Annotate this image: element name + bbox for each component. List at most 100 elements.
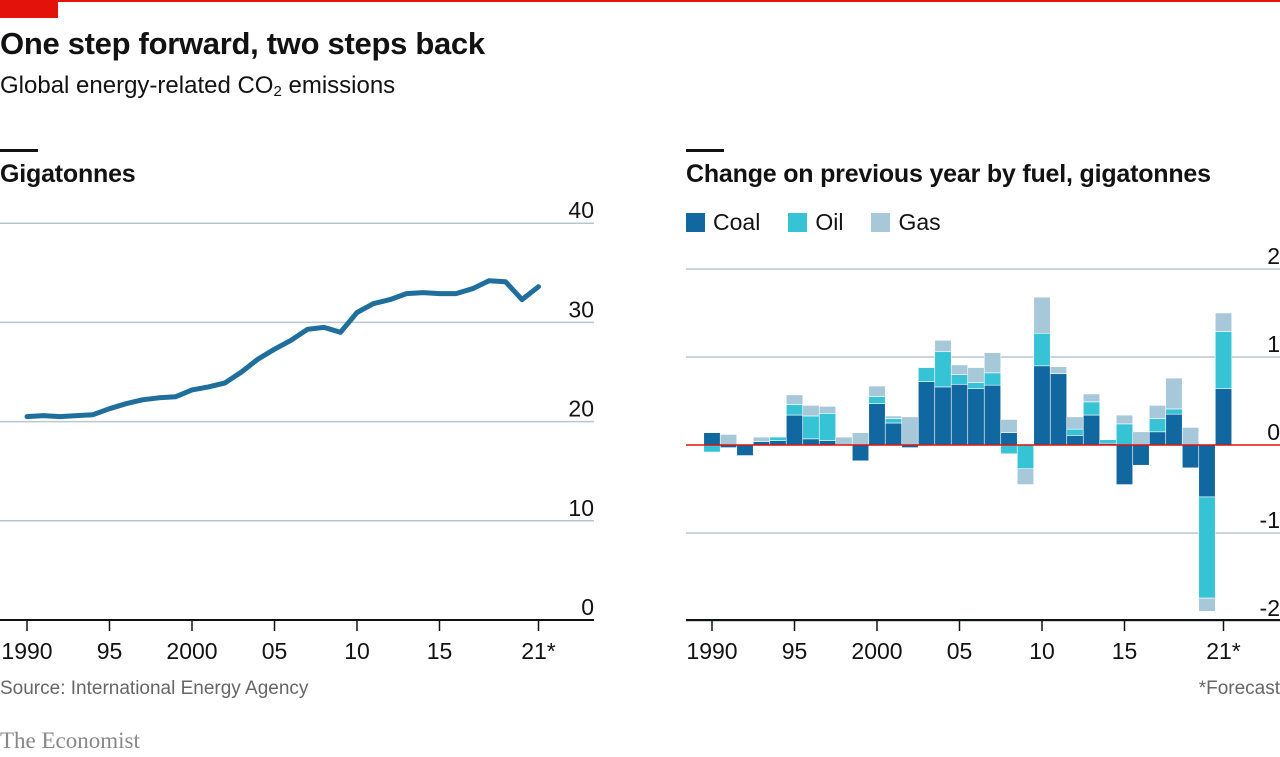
bar-coal xyxy=(1214,388,1233,446)
left-panel-rule xyxy=(0,149,38,152)
bar-coal xyxy=(868,403,886,446)
right-x-tick-label: 15 xyxy=(1112,638,1138,664)
legend-item-oil: Oil xyxy=(788,209,843,236)
bar-oil xyxy=(934,351,952,388)
bar-coal xyxy=(851,444,870,462)
bar-gas xyxy=(1066,416,1084,430)
bar-coal xyxy=(1049,373,1068,446)
subtitle-tail: emissions xyxy=(281,72,396,99)
bar-oil xyxy=(884,418,903,424)
bar-coal xyxy=(1148,431,1167,446)
bar-coal xyxy=(934,386,952,446)
right-x-tick-label: 2000 xyxy=(851,638,902,664)
legend-swatch-oil xyxy=(788,212,808,232)
legend-swatch-gas xyxy=(871,212,891,232)
bar-coal xyxy=(802,438,820,446)
top-rule xyxy=(0,0,1280,2)
bar-coal xyxy=(917,381,936,446)
bar-coal xyxy=(1066,435,1084,446)
bar-oil xyxy=(1165,408,1183,415)
left-panel-title: Gigatonnes xyxy=(0,160,136,188)
right-panel-rule xyxy=(686,149,724,152)
legend-swatch-coal xyxy=(686,212,705,232)
bar-gas xyxy=(983,352,1002,374)
right-x-tick-label: 10 xyxy=(1029,638,1055,664)
left-x-tick-label: 2000 xyxy=(166,638,217,664)
right-y-tick-label: 1 xyxy=(1267,331,1280,357)
right-panel-title: Change on previous year by fuel, gigaton… xyxy=(686,160,1211,188)
bar-oil xyxy=(818,413,837,441)
left-x-tick-label: 95 xyxy=(97,638,123,664)
source-note: Source: International Energy Agency xyxy=(0,678,309,699)
left-y-tick-label: 40 xyxy=(568,197,594,223)
left-y-tick-label: 20 xyxy=(568,396,594,422)
bar-coal xyxy=(785,414,804,446)
bar-oil xyxy=(1016,444,1035,470)
bar-coal xyxy=(950,383,969,446)
bar-oil xyxy=(917,367,936,382)
right-y-tick-label: -2 xyxy=(1260,595,1280,621)
right-x-tick-label: 1990 xyxy=(686,638,737,664)
bar-gas xyxy=(1033,296,1051,334)
bar-oil xyxy=(1198,496,1216,599)
bar-oil xyxy=(967,382,985,389)
left-y-tick-label: 10 xyxy=(568,495,594,521)
forecast-footnote: *Forecast xyxy=(1198,678,1280,699)
legend-label-oil: Oil xyxy=(815,208,844,235)
chart-legend: Coal Oil Gas xyxy=(686,207,969,237)
bar-oil xyxy=(1066,428,1084,436)
bar-oil xyxy=(868,396,886,404)
bar-gas xyxy=(950,364,969,375)
bar-gas xyxy=(1000,419,1018,433)
bar-coal xyxy=(1033,365,1051,446)
bar-gas xyxy=(851,432,870,446)
bar-gas xyxy=(1016,468,1035,485)
right-x-tick-label: 95 xyxy=(782,638,808,664)
subtitle-subscript: 2 xyxy=(273,83,282,100)
bar-oil xyxy=(950,374,969,385)
legend-label-gas: Gas xyxy=(898,208,941,235)
bar-gas xyxy=(1165,377,1183,410)
bar-oil xyxy=(703,444,721,453)
bar-gas xyxy=(901,416,919,446)
right-y-tick-label: 0 xyxy=(1267,419,1280,445)
left-x-tick-label: 21* xyxy=(521,638,556,664)
bar-gas xyxy=(802,405,820,417)
left-x-tick-label: 10 xyxy=(344,638,370,664)
right-x-tick-label: 05 xyxy=(947,638,973,664)
bar-gas xyxy=(934,339,952,353)
bar-coal xyxy=(736,444,754,456)
bar-oil xyxy=(1000,444,1018,455)
bar-oil xyxy=(1115,423,1134,446)
bar-gas xyxy=(719,434,738,446)
bar-gas xyxy=(1181,427,1200,446)
bar-gas xyxy=(752,436,771,442)
bar-oil xyxy=(983,372,1002,386)
bar-coal xyxy=(967,388,985,446)
bar-gas xyxy=(785,394,804,405)
right-x-tick-label: 21* xyxy=(1206,638,1241,664)
right-y-tick-label: -1 xyxy=(1260,507,1280,533)
page-title: One step forward, two steps back xyxy=(0,26,485,61)
publisher-logo: The Economist xyxy=(0,728,140,753)
bar-coal xyxy=(884,422,903,446)
page-subtitle: Global energy-related CO2 emissions xyxy=(0,72,395,100)
bar-coal xyxy=(1181,444,1200,469)
bar-oil xyxy=(769,436,787,441)
bar-oil xyxy=(1148,418,1167,433)
bar-gas xyxy=(1082,393,1101,403)
bar-gas xyxy=(818,405,837,414)
emissions-line xyxy=(24,278,541,420)
right-y-tick-label: 2 xyxy=(1267,243,1280,269)
bar-gas xyxy=(1049,366,1068,375)
bar-coal xyxy=(1165,413,1183,446)
bar-gas xyxy=(1214,312,1233,332)
bar-gas xyxy=(835,436,853,446)
left-x-tick-label: 05 xyxy=(262,638,288,664)
bar-gas xyxy=(1115,414,1134,425)
bar-gas xyxy=(1148,405,1167,419)
bar-coal xyxy=(703,432,721,446)
bar-coal xyxy=(983,384,1002,446)
bar-gas xyxy=(1198,597,1216,612)
